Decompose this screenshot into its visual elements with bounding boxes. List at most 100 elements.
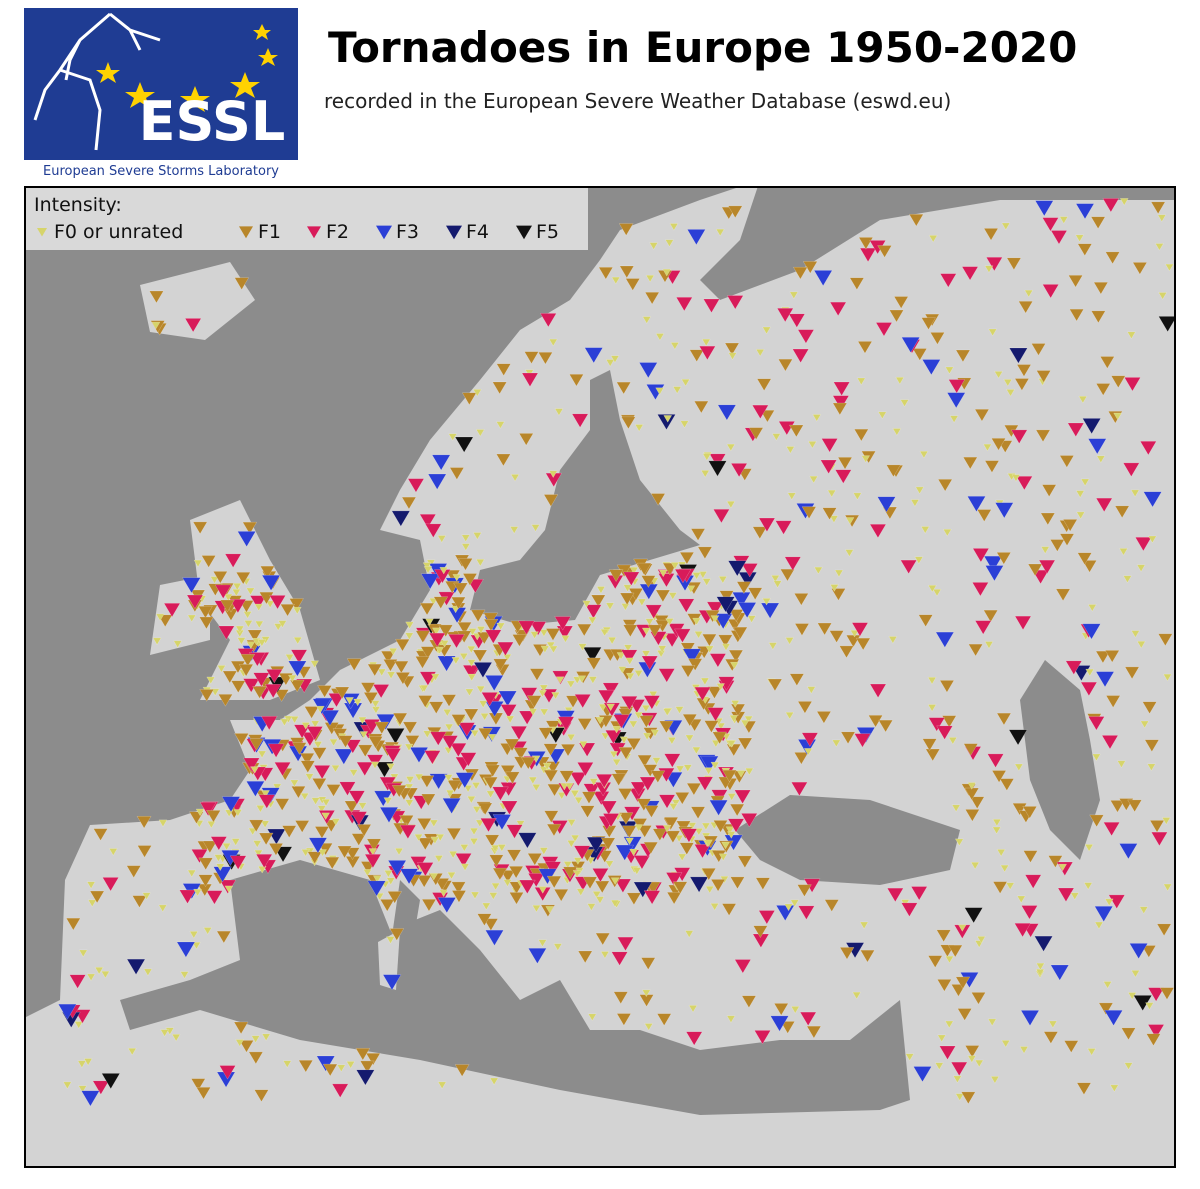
tornado-marker — [429, 872, 439, 881]
tornado-marker — [83, 1058, 93, 1066]
tornado-marker — [158, 904, 168, 913]
tornado-marker — [626, 738, 642, 751]
tornado-marker — [669, 223, 679, 231]
tornado-marker — [559, 782, 569, 791]
tornado-marker — [449, 467, 465, 480]
tornado-marker — [243, 611, 253, 619]
tornado-marker — [744, 767, 754, 776]
tornado-marker — [992, 881, 1008, 894]
tornado-marker — [236, 637, 246, 645]
tornado-marker — [419, 513, 437, 529]
tornado-marker — [401, 496, 417, 510]
tornado-marker — [1087, 604, 1097, 612]
tornado-marker — [1059, 455, 1075, 468]
tornado-marker — [748, 427, 764, 440]
tornado-marker — [708, 460, 727, 477]
tornado-marker — [918, 614, 934, 628]
tornado-marker — [584, 347, 604, 364]
tornado-marker — [877, 496, 896, 513]
tornado-marker — [371, 700, 380, 708]
tornado-marker — [483, 612, 499, 626]
tornado-marker — [852, 991, 862, 1000]
tornado-marker — [1001, 1040, 1011, 1048]
tornado-marker — [463, 785, 473, 793]
tornado-marker — [839, 645, 854, 659]
tornado-marker — [668, 592, 678, 600]
tornado-marker — [261, 1033, 271, 1042]
tornado-marker — [674, 834, 684, 843]
tornado-marker — [301, 722, 311, 730]
tornado-marker — [991, 770, 1007, 783]
tornado-marker — [1020, 1010, 1040, 1027]
tornado-marker — [498, 690, 518, 707]
tornado-marker — [636, 562, 652, 576]
tornado-marker — [955, 349, 971, 363]
tornado-marker — [587, 1013, 597, 1022]
tornado-marker — [483, 918, 499, 932]
tornado-marker — [853, 428, 869, 442]
tornado-marker — [794, 623, 810, 636]
tornado-marker — [136, 815, 152, 829]
map — [25, 187, 1175, 1167]
tornado-marker — [829, 301, 847, 317]
tornado-marker — [718, 576, 728, 584]
tornado-marker — [1077, 552, 1093, 566]
tornado-marker — [210, 688, 220, 697]
tornado-marker — [688, 1005, 698, 1013]
tornado-marker — [780, 568, 795, 582]
tornado-marker — [447, 779, 462, 793]
tornado-marker — [560, 743, 576, 757]
tornado-marker — [638, 362, 658, 379]
tornado-marker — [290, 649, 308, 664]
tornado-marker — [1022, 806, 1038, 819]
tornado-marker — [1055, 588, 1071, 602]
tornado-marker — [360, 682, 376, 695]
tornado-marker — [595, 774, 613, 789]
tornado-marker — [395, 672, 411, 685]
tornado-marker — [594, 880, 610, 894]
tornado-marker — [221, 796, 241, 813]
tornado-marker — [996, 849, 1006, 857]
tornado-marker — [1117, 760, 1126, 769]
tornado-marker — [571, 413, 589, 428]
tornado-marker — [582, 647, 602, 664]
tornado-marker — [1119, 198, 1129, 206]
tornado-marker — [793, 752, 809, 765]
tornado-marker — [518, 433, 534, 446]
tornado-marker — [686, 782, 702, 796]
tornado-marker — [248, 1051, 264, 1065]
tornado-marker — [495, 453, 511, 467]
tornado-marker — [652, 757, 661, 765]
tornado-marker — [331, 818, 341, 826]
tornado-marker — [336, 1064, 346, 1073]
tornado-marker — [610, 355, 620, 364]
tornado-marker — [553, 943, 563, 951]
tornado-marker — [641, 704, 651, 713]
tornado-marker — [492, 867, 508, 881]
tornado-marker — [576, 623, 592, 637]
tornado-marker — [334, 748, 354, 765]
tornado-marker — [290, 716, 300, 724]
tornado-marker — [304, 706, 320, 719]
tornado-marker — [801, 506, 817, 520]
tornado-marker — [987, 753, 1004, 769]
tornado-marker — [429, 731, 447, 746]
tornado-marker — [383, 870, 393, 878]
tornado-marker — [703, 298, 720, 314]
tornado-marker — [568, 373, 584, 387]
tornado-marker — [1034, 935, 1053, 952]
sea — [700, 187, 1175, 300]
tornado-marker — [476, 626, 486, 634]
tornado-marker — [94, 967, 104, 975]
tornado-marker — [451, 605, 461, 614]
tornado-marker — [1123, 575, 1132, 584]
tornado-marker — [690, 806, 706, 820]
tornado-marker — [650, 729, 660, 738]
tornado-marker — [80, 1090, 100, 1107]
tornado-marker — [1094, 906, 1114, 923]
tornado-marker — [480, 713, 490, 721]
tornado-marker — [566, 680, 576, 689]
tornado-marker — [641, 655, 659, 671]
tornado-marker — [939, 680, 955, 693]
tornado-marker — [967, 496, 986, 513]
